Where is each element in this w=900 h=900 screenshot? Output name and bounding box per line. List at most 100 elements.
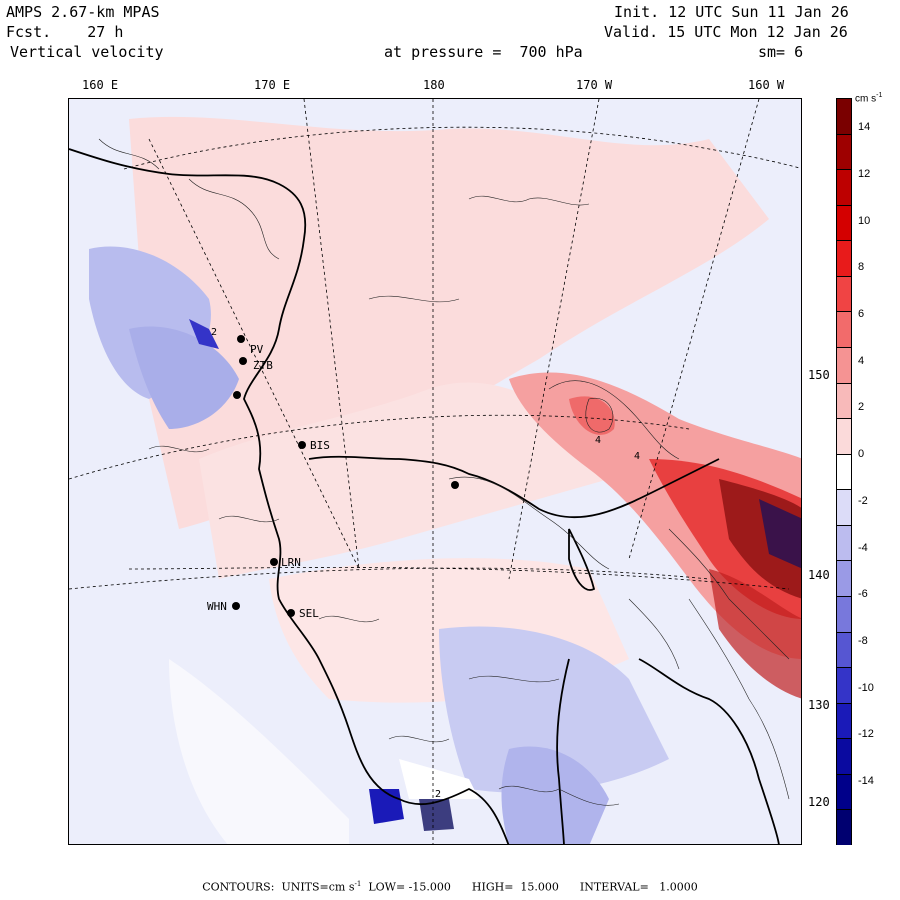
colorbar-cell	[836, 169, 852, 205]
colorbar-tick-label: -12	[858, 728, 874, 741]
contour	[368, 295, 460, 303]
station-label: BIS	[310, 439, 330, 452]
station-dot	[287, 609, 295, 617]
lon-label: 160 W	[748, 78, 785, 92]
meridian-line	[148, 138, 360, 570]
lon-label: 180	[423, 78, 445, 92]
strong-negative-region	[419, 799, 454, 831]
contour-label: 2	[211, 327, 217, 338]
contour	[218, 515, 280, 523]
coastline-path	[69, 148, 510, 844]
colorbar-unit: cm s-1	[855, 92, 883, 105]
colorbar-tick-label: -14	[858, 774, 874, 787]
colorbar-tick-label: 14	[858, 121, 871, 134]
neutral-region	[169, 659, 349, 844]
lon-label: 170 E	[254, 78, 291, 92]
neutral-region	[399, 759, 479, 799]
station-dot	[451, 481, 459, 489]
map-svg: PV ZTB BIS LRN WHN SEL 4 4 2 2	[69, 99, 801, 844]
contour	[498, 785, 620, 806]
colorbar-tick-label: 12	[858, 168, 871, 181]
contour	[468, 675, 560, 683]
colorbar-cell	[836, 596, 852, 632]
contour	[688, 598, 790, 800]
strong-negative-region	[759, 499, 801, 569]
station-label: WHN	[207, 600, 227, 613]
colorbar-cell	[836, 489, 852, 525]
init-time: Init. 12 UTC Sun 11 Jan 26	[614, 3, 849, 21]
smoothing: sm= 6	[758, 43, 804, 61]
latitude-line	[128, 567, 790, 590]
coastline	[69, 148, 780, 844]
station-label: PV	[250, 343, 264, 356]
latitude-line	[123, 126, 801, 170]
contour	[98, 138, 160, 170]
station-label: LRN	[281, 556, 301, 569]
station-dot	[233, 391, 241, 399]
colorbar-cell	[836, 347, 852, 383]
strong-negative-region	[189, 319, 219, 349]
contour	[468, 195, 590, 206]
latitude-line	[69, 414, 690, 480]
colorbar-cell	[836, 133, 852, 170]
contour	[628, 598, 680, 670]
strong-positive-region	[709, 569, 801, 699]
coastline-path	[638, 658, 780, 844]
lon-label: 170 W	[576, 78, 613, 92]
colorbar-tick-label: -6	[858, 588, 868, 601]
contour	[318, 615, 380, 623]
colorbar-tick-label: 10	[858, 214, 871, 227]
contour-label: 4	[634, 451, 640, 462]
contour	[548, 380, 680, 460]
footer-contour-info: CONTOURS: UNITS=cm s-1 LOW= -15.000 HIGH…	[202, 880, 698, 894]
colorbar-cell	[836, 204, 852, 241]
strong-positive-region	[569, 396, 615, 435]
colorbar-cell	[836, 773, 852, 810]
station-dot	[232, 602, 240, 610]
colorbar-cell	[836, 418, 852, 454]
colorbar-tick-label: 8	[858, 261, 865, 274]
contour	[188, 178, 280, 260]
contour-lines	[98, 138, 790, 806]
colorbar-tick-label: -8	[858, 634, 868, 647]
model-title: AMPS 2.67-km MPAS	[6, 3, 160, 21]
colorbar-tick-label: -10	[858, 681, 874, 694]
coastline-path	[556, 658, 570, 844]
colorbar-tick-label: 2	[858, 401, 865, 414]
colorbar-cell	[836, 809, 852, 845]
colorbar-tick-label: -2	[858, 494, 868, 507]
colorbar-cell	[836, 240, 852, 276]
map-panel: PV ZTB BIS LRN WHN SEL 4 4 2 2	[68, 98, 802, 845]
colorbar-tick-label: -4	[858, 541, 868, 554]
lon-label: 160 E	[82, 78, 119, 92]
colorbar-cell	[836, 560, 852, 596]
colorbar-cell	[836, 631, 852, 668]
colorbar-cell	[836, 524, 852, 561]
colorbar-tick-label: 4	[858, 354, 865, 367]
colorbar-cell	[836, 738, 852, 774]
negative-region	[129, 326, 239, 429]
colorbar-cell	[836, 311, 852, 347]
valid-time: Valid. 15 UTC Mon 12 Jan 26	[604, 23, 848, 41]
station-dot	[239, 357, 247, 365]
contour	[388, 735, 450, 743]
meridian-line	[303, 99, 360, 570]
latitude-line	[69, 567, 710, 590]
contour-label: 4	[595, 435, 601, 446]
negative-region	[501, 746, 609, 844]
station-markers	[232, 335, 459, 617]
colorbar-tick-label: 0	[858, 448, 865, 461]
colorbar-cell	[836, 702, 852, 739]
field-name: Vertical velocity	[10, 43, 164, 61]
negative-region	[439, 626, 669, 793]
pressure-level: at pressure = 700 hPa	[384, 43, 583, 61]
colorbar-cell	[836, 453, 852, 490]
colorbar	[836, 98, 852, 845]
graticule	[69, 99, 801, 844]
station-dot	[270, 558, 278, 566]
contour-label: 2	[435, 789, 441, 800]
station-dot	[298, 441, 306, 449]
colorbar-cell	[836, 275, 852, 312]
meridian-line	[628, 99, 760, 560]
ross-island	[568, 528, 596, 591]
